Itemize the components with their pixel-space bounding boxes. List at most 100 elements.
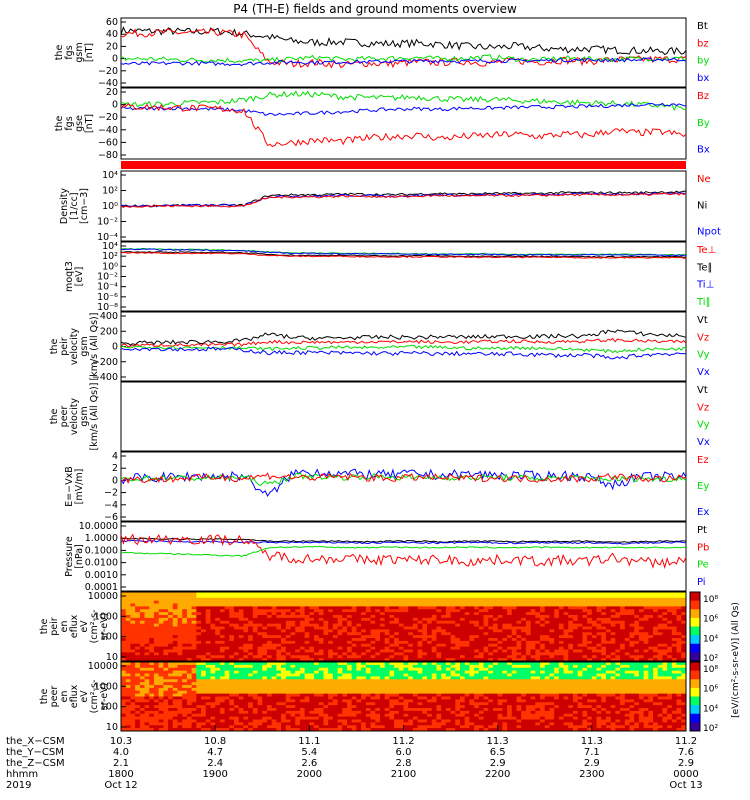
spectrogram-cell [328, 679, 334, 683]
spectrogram-cell [469, 705, 475, 709]
spectrogram-cell [530, 643, 536, 648]
spectrogram-cell [266, 685, 273, 689]
spectrogram-cell [351, 693, 357, 697]
spectrogram-cell [210, 597, 216, 602]
spectrogram-cell [215, 710, 221, 715]
spectrogram-cell [172, 667, 178, 672]
spectrogram-cell [365, 629, 371, 633]
spectrogram-cell [450, 716, 456, 720]
spectrogram-cell [238, 702, 244, 706]
spectrogram-cell [671, 629, 677, 633]
spectrogram-cell [601, 649, 607, 653]
spectrogram-cell [347, 693, 353, 697]
spectrogram-cell [248, 699, 254, 703]
spectrogram-cell [648, 594, 654, 599]
spectrogram-cell [412, 658, 419, 662]
spectrogram-cell [587, 600, 593, 604]
y-tick-label: 0 [112, 54, 118, 65]
spectrogram-cell [153, 597, 160, 602]
spectrogram-cell [412, 643, 419, 648]
spectrogram-cell [191, 640, 197, 645]
spectrogram-cell [271, 643, 277, 648]
spectrogram-cell [516, 629, 522, 633]
spectrogram-cell [257, 626, 263, 630]
spectrogram-cell [478, 664, 484, 669]
spectrogram-cell [478, 687, 484, 692]
spectrogram-cell [191, 682, 197, 686]
spectrogram-cell [549, 626, 555, 630]
spectrogram-cell [521, 655, 527, 659]
spectrogram-cell [601, 594, 607, 599]
spectrogram-cell [511, 646, 517, 650]
spectrogram-cell [290, 719, 296, 723]
spectrogram-cell [422, 713, 428, 718]
spectrogram-cell [474, 594, 480, 599]
spectrogram-cell [281, 679, 287, 683]
spectrogram-cell [144, 705, 150, 709]
spectrogram-cell [205, 687, 211, 692]
spectrogram-cell [149, 597, 155, 602]
spectrogram-cell [135, 662, 141, 666]
spectrogram-cell [172, 710, 178, 715]
spectrogram-cell [130, 728, 136, 732]
spectrogram-cell [483, 708, 489, 712]
spectrogram-cell [431, 617, 437, 622]
spectrogram-cell [478, 649, 484, 653]
spectrogram-cell [139, 643, 145, 648]
spectrogram-cell [153, 594, 160, 599]
spectrogram-cell [591, 632, 597, 636]
spectrogram-cell [309, 655, 315, 659]
spectrogram-cell [125, 716, 131, 720]
spectrogram-cell [361, 629, 367, 633]
spectrogram-cell [130, 664, 136, 669]
spectrogram-cell [290, 592, 296, 596]
spectrogram-cell [455, 725, 461, 729]
spectrogram-cell [596, 597, 602, 602]
spectrogram-cell [130, 606, 136, 610]
spectrogram-cell [596, 635, 602, 639]
spectrogram-cell [540, 638, 546, 642]
spectrogram-cell [488, 643, 494, 648]
spectrogram-cell [201, 658, 207, 662]
spectrogram-cell [389, 600, 395, 604]
spectrogram-cell [290, 646, 296, 650]
spectrogram-cell [323, 600, 329, 604]
spectrogram-cell [271, 592, 277, 596]
spectrogram-cell [332, 600, 338, 604]
spectrogram-cell [379, 626, 386, 630]
spectrogram-cell [290, 655, 296, 659]
spectrogram-cell [276, 600, 282, 604]
spectrogram-cell [375, 606, 381, 610]
spectrogram-cell [624, 632, 630, 636]
spectrogram-cell [361, 592, 367, 596]
spectrogram-cell [620, 609, 626, 613]
spectrogram-cell [671, 603, 677, 607]
spectrogram-cell [215, 690, 221, 695]
spectrogram-cell [135, 693, 141, 697]
spectrogram-cell [408, 658, 414, 662]
spectrogram-cell [314, 725, 320, 729]
spectrogram-cell [314, 609, 320, 613]
spectrogram-cell [262, 609, 268, 613]
spectrogram-cell [229, 699, 235, 703]
spectrogram-cell [342, 592, 348, 596]
spectrogram-cell [530, 655, 536, 659]
spectrogram-cell [629, 632, 635, 636]
spectrogram-cell [219, 620, 225, 625]
spectrogram-cell [153, 693, 160, 697]
spectrogram-cell [483, 682, 489, 686]
spectrogram-cell [535, 600, 541, 604]
spectrogram-cell [337, 679, 343, 683]
spectrogram-cell [337, 606, 343, 610]
spectrogram-cell [318, 725, 324, 729]
spectrogram-cell [153, 658, 160, 662]
spectrogram-cell [507, 635, 513, 639]
spectrogram-cell [412, 655, 419, 659]
spectrogram-cell [177, 623, 183, 627]
spectrogram-cell [474, 592, 480, 596]
spectrogram-cell [573, 632, 579, 636]
spectrogram-cell [201, 685, 207, 689]
spectrogram-cell [488, 679, 494, 683]
spectrogram-cell [168, 725, 174, 729]
spectrogram-cell [328, 685, 334, 689]
